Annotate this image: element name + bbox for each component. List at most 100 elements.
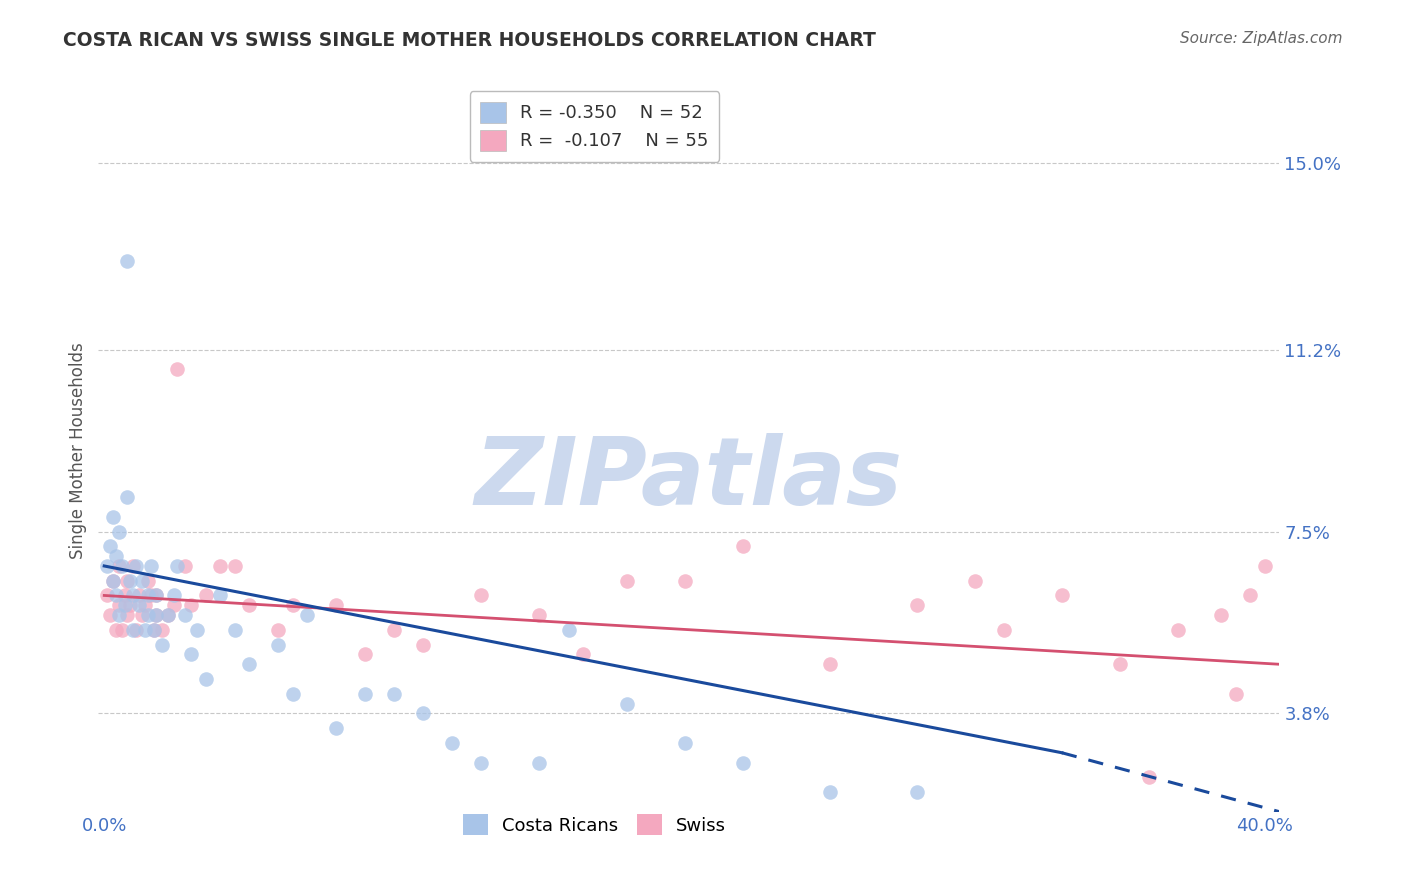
Point — [905, 599, 928, 613]
Point — [616, 574, 638, 588]
Point — [134, 623, 156, 637]
Point — [470, 589, 492, 603]
Point — [325, 599, 347, 613]
Point — [107, 558, 129, 573]
Point — [117, 574, 139, 588]
Point — [281, 687, 304, 701]
Point — [98, 539, 121, 553]
Point — [111, 558, 134, 573]
Point — [993, 623, 1015, 637]
Point — [107, 599, 129, 613]
Point — [224, 623, 246, 637]
Point — [136, 589, 159, 603]
Point — [238, 599, 260, 613]
Point — [180, 599, 202, 613]
Point — [186, 623, 208, 637]
Text: COSTA RICAN VS SWISS SINGLE MOTHER HOUSEHOLDS CORRELATION CHART: COSTA RICAN VS SWISS SINGLE MOTHER HOUSE… — [63, 31, 876, 50]
Point — [238, 657, 260, 672]
Point — [142, 623, 165, 637]
Point — [163, 599, 186, 613]
Point — [117, 254, 139, 268]
Point — [117, 490, 139, 504]
Point — [1239, 589, 1261, 603]
Point — [281, 599, 304, 613]
Point — [166, 362, 188, 376]
Point — [122, 623, 145, 637]
Point — [731, 539, 754, 553]
Point — [731, 756, 754, 770]
Point — [384, 623, 406, 637]
Point — [354, 648, 377, 662]
Point — [101, 574, 124, 588]
Point — [572, 648, 595, 662]
Point — [557, 623, 579, 637]
Point — [136, 608, 159, 623]
Point — [111, 623, 134, 637]
Point — [441, 736, 464, 750]
Point — [139, 589, 162, 603]
Point — [267, 638, 290, 652]
Point — [267, 623, 290, 637]
Point — [529, 756, 551, 770]
Point — [529, 608, 551, 623]
Point — [384, 687, 406, 701]
Point — [209, 589, 232, 603]
Point — [1225, 687, 1247, 701]
Y-axis label: Single Mother Households: Single Mother Households — [69, 343, 87, 558]
Point — [125, 558, 148, 573]
Point — [673, 574, 696, 588]
Point — [166, 558, 188, 573]
Point — [1108, 657, 1130, 672]
Point — [139, 558, 162, 573]
Point — [136, 574, 159, 588]
Point — [134, 599, 156, 613]
Point — [1050, 589, 1073, 603]
Point — [101, 574, 124, 588]
Point — [180, 648, 202, 662]
Point — [128, 599, 150, 613]
Point — [297, 608, 319, 623]
Point — [114, 589, 136, 603]
Point — [117, 608, 139, 623]
Point — [150, 623, 173, 637]
Point — [163, 589, 186, 603]
Point — [125, 623, 148, 637]
Point — [818, 785, 841, 799]
Point — [174, 558, 197, 573]
Point — [963, 574, 986, 588]
Point — [224, 558, 246, 573]
Point — [120, 574, 142, 588]
Point — [470, 756, 492, 770]
Point — [98, 608, 121, 623]
Point — [157, 608, 180, 623]
Point — [1211, 608, 1233, 623]
Point — [412, 706, 434, 721]
Point — [354, 687, 377, 701]
Point — [145, 608, 167, 623]
Point — [194, 672, 217, 686]
Point — [145, 589, 167, 603]
Point — [412, 638, 434, 652]
Point — [150, 638, 173, 652]
Point — [1167, 623, 1189, 637]
Point — [104, 623, 127, 637]
Legend: Costa Ricans, Swiss: Costa Ricans, Swiss — [456, 807, 734, 842]
Point — [96, 589, 118, 603]
Point — [818, 657, 841, 672]
Point — [673, 736, 696, 750]
Point — [101, 509, 124, 524]
Point — [120, 599, 142, 613]
Point — [616, 697, 638, 711]
Point — [122, 558, 145, 573]
Text: ZIPatlas: ZIPatlas — [475, 434, 903, 525]
Point — [114, 599, 136, 613]
Point — [194, 589, 217, 603]
Point — [157, 608, 180, 623]
Point — [145, 589, 167, 603]
Point — [131, 574, 153, 588]
Point — [104, 589, 127, 603]
Point — [122, 589, 145, 603]
Point — [905, 785, 928, 799]
Point — [209, 558, 232, 573]
Text: Source: ZipAtlas.com: Source: ZipAtlas.com — [1180, 31, 1343, 46]
